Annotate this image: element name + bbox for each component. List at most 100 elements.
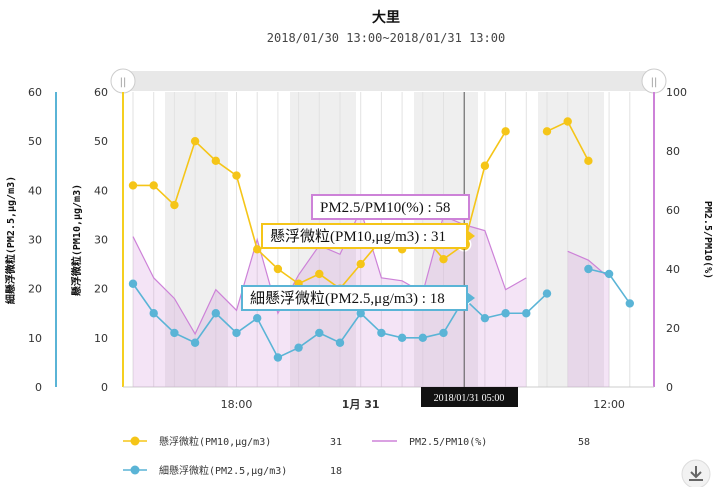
- series-pm25-point: [522, 309, 531, 318]
- navigator-track: [123, 71, 654, 91]
- legend-value-ratio: 58: [578, 437, 590, 448]
- tick-right: 0: [666, 381, 673, 394]
- tooltip-pm10: 懸浮微粒(PM10,μg/m3) : 31: [261, 223, 475, 249]
- legend-label-pm10: 懸浮微粒(PM10,μg/m3): [159, 435, 271, 448]
- series-pm10-point: [149, 181, 158, 190]
- series-pm10-point: [584, 156, 593, 166]
- tick-left-outer: 20: [28, 283, 42, 296]
- tick-right: 80: [666, 145, 680, 158]
- series-pm25-point: [501, 309, 510, 318]
- tooltip-ratio: PM2.5/PM10(%) : 58: [311, 194, 470, 220]
- legend-item-pm25[interactable]: 細懸浮微粒(PM2.5,μg/m3) 18: [123, 464, 342, 477]
- series-pm10-point: [542, 127, 552, 136]
- tick-right: 20: [666, 322, 680, 335]
- legend: 懸浮微粒(PM10,μg/m3) 31 PM2.5/PM10(%) 58 細懸浮…: [123, 435, 590, 477]
- navigator-handle-left[interactable]: ||: [110, 68, 136, 94]
- series-pm10-point: [501, 127, 510, 136]
- axis-title-left-outer: 細懸浮微粒(PM2.5,μg/m3): [4, 176, 17, 304]
- legend-item-pm10[interactable]: 懸浮微粒(PM10,μg/m3) 31: [123, 435, 342, 448]
- tooltip-pm25-text: 細懸浮微粒(PM2.5,μg/m3) : 18: [250, 290, 445, 307]
- series-pm25-point: [397, 333, 407, 343]
- plot-band: [538, 92, 604, 387]
- tooltip-pm25: 細懸浮微粒(PM2.5,μg/m3) : 18: [241, 285, 475, 311]
- plot-bands: [123, 92, 654, 387]
- series-pm10-point: [273, 264, 283, 274]
- legend-label-ratio: PM2.5/PM10(%): [409, 437, 487, 448]
- download-button[interactable]: [681, 459, 711, 487]
- tick-left-inner: 50: [94, 135, 108, 148]
- tick-left-outer: 50: [28, 135, 42, 148]
- series-pm25-point: [273, 353, 283, 362]
- tick-x: 1月 31: [342, 398, 380, 411]
- series-pm10-point: [439, 254, 448, 264]
- tooltip-x-label-text: 2018/01/31 05:00: [434, 393, 505, 404]
- legend-marker-pm25: [130, 465, 140, 475]
- series-pm25-point: [211, 309, 220, 318]
- tick-left-inner: 30: [94, 234, 108, 247]
- series-pm25-point: [335, 338, 345, 347]
- series-pm25-point: [418, 333, 427, 343]
- series-pm25-point: [604, 269, 614, 279]
- series-pm10-point: [211, 156, 220, 166]
- tick-left-inner: 10: [94, 332, 108, 345]
- series-pm25-point: [356, 309, 365, 318]
- series-pm25-point: [315, 328, 324, 338]
- series-pm25-point: [232, 328, 241, 338]
- tick-left-outer: 0: [35, 381, 42, 394]
- series-pm25-point: [149, 309, 158, 318]
- series-pm25-point: [439, 328, 448, 338]
- tooltips: PM2.5/PM10(%) : 58 懸浮微粒(PM10,μg/m3) : 31…: [241, 194, 518, 407]
- navigator[interactable]: || ||: [110, 68, 667, 94]
- series-pm10-point: [170, 200, 179, 210]
- tick-left-inner: 60: [94, 86, 108, 99]
- tooltip-x-label: 2018/01/31 05:00: [421, 387, 518, 407]
- legend-item-ratio[interactable]: PM2.5/PM10(%) 58: [372, 437, 590, 448]
- tick-x: 12:00: [593, 398, 625, 411]
- series-pm25-point: [377, 328, 386, 338]
- tick-left-inner: 0: [101, 381, 108, 394]
- series-pm10-point: [190, 136, 200, 146]
- tick-right: 60: [666, 204, 680, 217]
- series-pm10-point: [563, 117, 572, 126]
- series-pm25-point: [584, 264, 593, 274]
- tooltip-pm10-text: 懸浮微粒(PM10,μg/m3) : 31: [270, 228, 446, 245]
- navigator-handle-left-glyph: ||: [120, 77, 127, 88]
- download-icon: [689, 466, 703, 481]
- chart-title: 大里: [372, 9, 400, 26]
- tick-left-outer: 30: [28, 234, 42, 247]
- tick-left-outer: 40: [28, 184, 42, 197]
- series-pm10-point: [480, 161, 490, 170]
- series-pm25-point: [170, 328, 179, 338]
- tooltip-ratio-text: PM2.5/PM10(%) : 58: [320, 200, 450, 216]
- series-pm10-point: [253, 245, 262, 254]
- series-pm25-point: [253, 313, 262, 323]
- legend-label-pm25: 細懸浮微粒(PM2.5,μg/m3): [159, 464, 287, 477]
- series-pm10-point: [315, 269, 324, 279]
- tick-right: 100: [666, 86, 687, 99]
- axis-title-left-inner: 懸浮微粒(PM10,μg/m3): [70, 184, 83, 296]
- legend-marker-pm10: [130, 436, 140, 446]
- tick-left-inner: 20: [94, 283, 108, 296]
- series-pm10-point: [232, 171, 241, 180]
- legend-value-pm10: 31: [330, 437, 342, 448]
- series-ratio-fill: [567, 251, 610, 387]
- series-pm10-point: [356, 259, 365, 269]
- tick-left-outer: 10: [28, 332, 42, 345]
- navigator-handle-right[interactable]: ||: [641, 68, 667, 94]
- axes: 0 10 20 30 40 50 60 0 10 20 30 40 50 60 0 20 40 60 80 100 細懸…: [4, 86, 713, 411]
- series-pm10-point: [128, 181, 138, 190]
- series-pm25-point: [542, 289, 552, 298]
- series-pm25-point: [625, 299, 634, 308]
- chart-subtitle: 2018/01/30 13:00~2018/01/31 13:00: [267, 31, 505, 45]
- legend-value-pm25: 18: [330, 466, 342, 477]
- axis-title-right: PM2.5/PM10(%): [702, 201, 713, 279]
- series-pm25-point: [480, 313, 490, 323]
- series-pm25-point: [128, 279, 138, 288]
- tick-left-outer: 60: [28, 86, 42, 99]
- series-pm25-point: [294, 343, 303, 352]
- tick-left-inner: 40: [94, 184, 108, 197]
- tick-x: 18:00: [221, 398, 253, 411]
- navigator-handle-right-glyph: ||: [651, 77, 658, 88]
- series-pm25-point: [190, 338, 200, 347]
